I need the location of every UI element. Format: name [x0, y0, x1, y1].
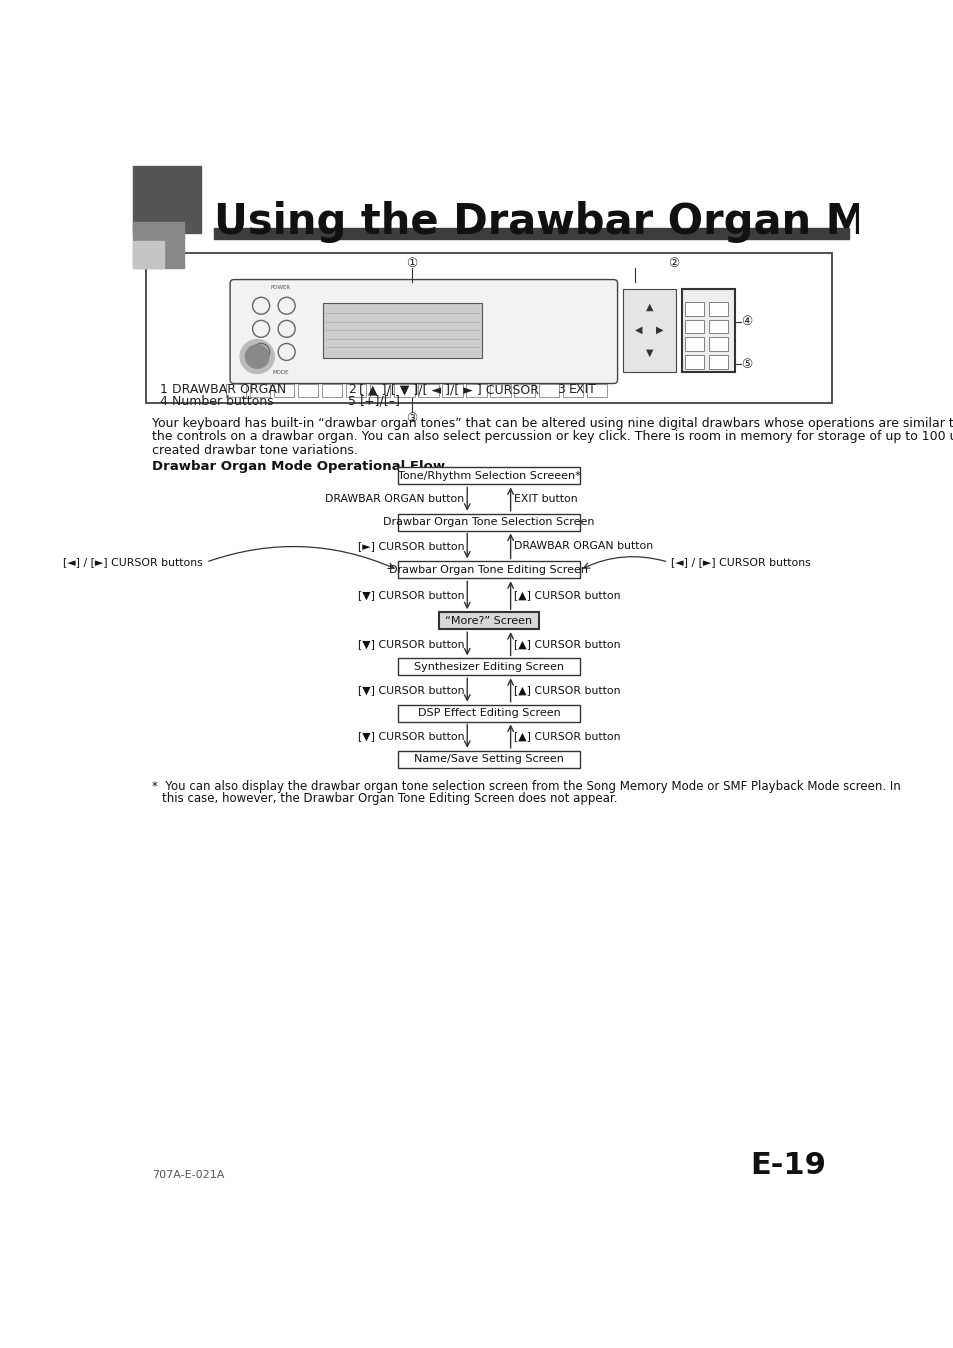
- Text: Drawbar Organ Tone Selection Screen: Drawbar Organ Tone Selection Screen: [383, 518, 594, 527]
- Text: [▲] CURSOR button: [▲] CURSOR button: [513, 685, 619, 696]
- Bar: [133, 166, 201, 233]
- Text: [►] CURSOR button: [►] CURSOR button: [357, 541, 464, 551]
- Text: ▲: ▲: [645, 302, 653, 311]
- Bar: [708, 355, 728, 369]
- Text: [ ▲ ]/[ ▼ ]/[ ◄ ]/[ ► ] CURSOR: [ ▲ ]/[ ▼ ]/[ ◄ ]/[ ► ] CURSOR: [359, 383, 539, 396]
- Text: EXIT: EXIT: [568, 383, 596, 396]
- Text: E-19: E-19: [749, 1151, 825, 1181]
- Bar: [397, 468, 579, 484]
- Text: Drawbar Organ Mode Operational Flow: Drawbar Organ Mode Operational Flow: [152, 460, 444, 473]
- Text: 707A-E-021A: 707A-E-021A: [152, 1170, 224, 1181]
- Bar: [397, 705, 579, 721]
- Text: [▲] CURSOR button: [▲] CURSOR button: [513, 639, 619, 648]
- Bar: [681, 288, 734, 372]
- Bar: [226, 384, 246, 396]
- Text: [▲] CURSOR button: [▲] CURSOR button: [513, 590, 619, 600]
- Bar: [394, 384, 415, 396]
- Text: DRAWBAR ORGAN button: DRAWBAR ORGAN button: [513, 541, 652, 551]
- Text: Tone/Rhythm Selection Screeen*: Tone/Rhythm Selection Screeen*: [397, 470, 579, 481]
- Text: *  You can also display the drawbar organ tone selection screen from the Song Me: * You can also display the drawbar organ…: [152, 780, 900, 793]
- Bar: [514, 384, 534, 396]
- Text: this case, however, the Drawbar Organ Tone Editing Screen does not appear.: this case, however, the Drawbar Organ To…: [162, 793, 617, 805]
- Text: [◄] / [►] CURSOR buttons: [◄] / [►] CURSOR buttons: [671, 557, 810, 568]
- Bar: [133, 241, 164, 268]
- Text: EXIT button: EXIT button: [513, 493, 577, 504]
- Text: ⑤: ⑤: [740, 357, 752, 371]
- Text: Drawbar Organ Tone Editing Screen: Drawbar Organ Tone Editing Screen: [389, 565, 588, 574]
- Bar: [684, 337, 703, 352]
- Bar: [322, 384, 342, 396]
- Text: Your keyboard has built-in “drawbar organ tones” that can be altered using nine : Your keyboard has built-in “drawbar orga…: [152, 418, 953, 430]
- Bar: [490, 384, 510, 396]
- Text: DRAWBAR ORGAN button: DRAWBAR ORGAN button: [325, 493, 464, 504]
- Text: MODE: MODE: [272, 369, 289, 375]
- Bar: [397, 658, 579, 675]
- Text: 2: 2: [348, 383, 355, 396]
- Text: 1: 1: [159, 383, 167, 396]
- Text: 5: 5: [348, 395, 355, 407]
- Text: ▼: ▼: [645, 348, 653, 357]
- Bar: [708, 302, 728, 315]
- Text: created drawbar tone variations.: created drawbar tone variations.: [152, 443, 357, 457]
- Bar: [708, 319, 728, 333]
- Bar: [418, 384, 438, 396]
- Bar: [397, 561, 579, 578]
- Bar: [442, 384, 462, 396]
- Bar: [346, 384, 366, 396]
- Text: POWER: POWER: [270, 284, 291, 290]
- Text: [▼] CURSOR button: [▼] CURSOR button: [357, 685, 464, 696]
- Bar: [562, 384, 582, 396]
- Bar: [438, 612, 538, 630]
- Bar: [684, 319, 703, 333]
- Bar: [146, 252, 831, 403]
- Text: ①: ①: [406, 257, 417, 270]
- Circle shape: [245, 344, 270, 369]
- Text: [▲] CURSOR button: [▲] CURSOR button: [513, 731, 619, 741]
- Text: ④: ④: [740, 315, 752, 329]
- Bar: [298, 384, 318, 396]
- Bar: [323, 303, 481, 359]
- Text: [▼] CURSOR button: [▼] CURSOR button: [357, 590, 464, 600]
- Text: Synthesizer Editing Screen: Synthesizer Editing Screen: [414, 662, 563, 671]
- Bar: [537, 384, 558, 396]
- Text: 3: 3: [557, 383, 564, 396]
- Bar: [274, 384, 294, 396]
- Text: the controls on a drawbar organ. You can also select percussion or key click. Th: the controls on a drawbar organ. You can…: [152, 430, 953, 443]
- Bar: [684, 302, 703, 315]
- Text: Using the Drawbar Organ Mode: Using the Drawbar Organ Mode: [213, 201, 953, 243]
- FancyBboxPatch shape: [230, 279, 617, 384]
- Bar: [708, 337, 728, 352]
- Text: “More?” Screen: “More?” Screen: [445, 616, 532, 625]
- Bar: [397, 514, 579, 531]
- Text: Name/Save Setting Screen: Name/Save Setting Screen: [414, 755, 563, 764]
- Text: ③: ③: [406, 411, 417, 425]
- Text: [▼] CURSOR button: [▼] CURSOR button: [357, 731, 464, 741]
- Bar: [466, 384, 486, 396]
- Text: [◄] / [►] CURSOR buttons: [◄] / [►] CURSOR buttons: [63, 557, 203, 568]
- Bar: [586, 384, 606, 396]
- Text: ◀: ◀: [634, 325, 641, 334]
- Bar: [397, 751, 579, 768]
- Text: Number buttons: Number buttons: [172, 395, 274, 407]
- Circle shape: [240, 340, 274, 373]
- Text: DSP Effect Editing Screen: DSP Effect Editing Screen: [417, 708, 559, 718]
- Bar: [133, 222, 183, 268]
- Text: 4: 4: [159, 395, 167, 407]
- Text: DRAWBAR ORGAN: DRAWBAR ORGAN: [172, 383, 286, 396]
- Bar: [622, 288, 675, 372]
- Bar: [370, 384, 390, 396]
- Bar: [213, 228, 848, 239]
- Text: [+]/[–]: [+]/[–]: [359, 395, 400, 407]
- Bar: [684, 355, 703, 369]
- Text: ▶: ▶: [656, 325, 663, 334]
- Text: ②: ②: [667, 257, 679, 270]
- Bar: [250, 384, 270, 396]
- Text: [▼] CURSOR button: [▼] CURSOR button: [357, 639, 464, 648]
